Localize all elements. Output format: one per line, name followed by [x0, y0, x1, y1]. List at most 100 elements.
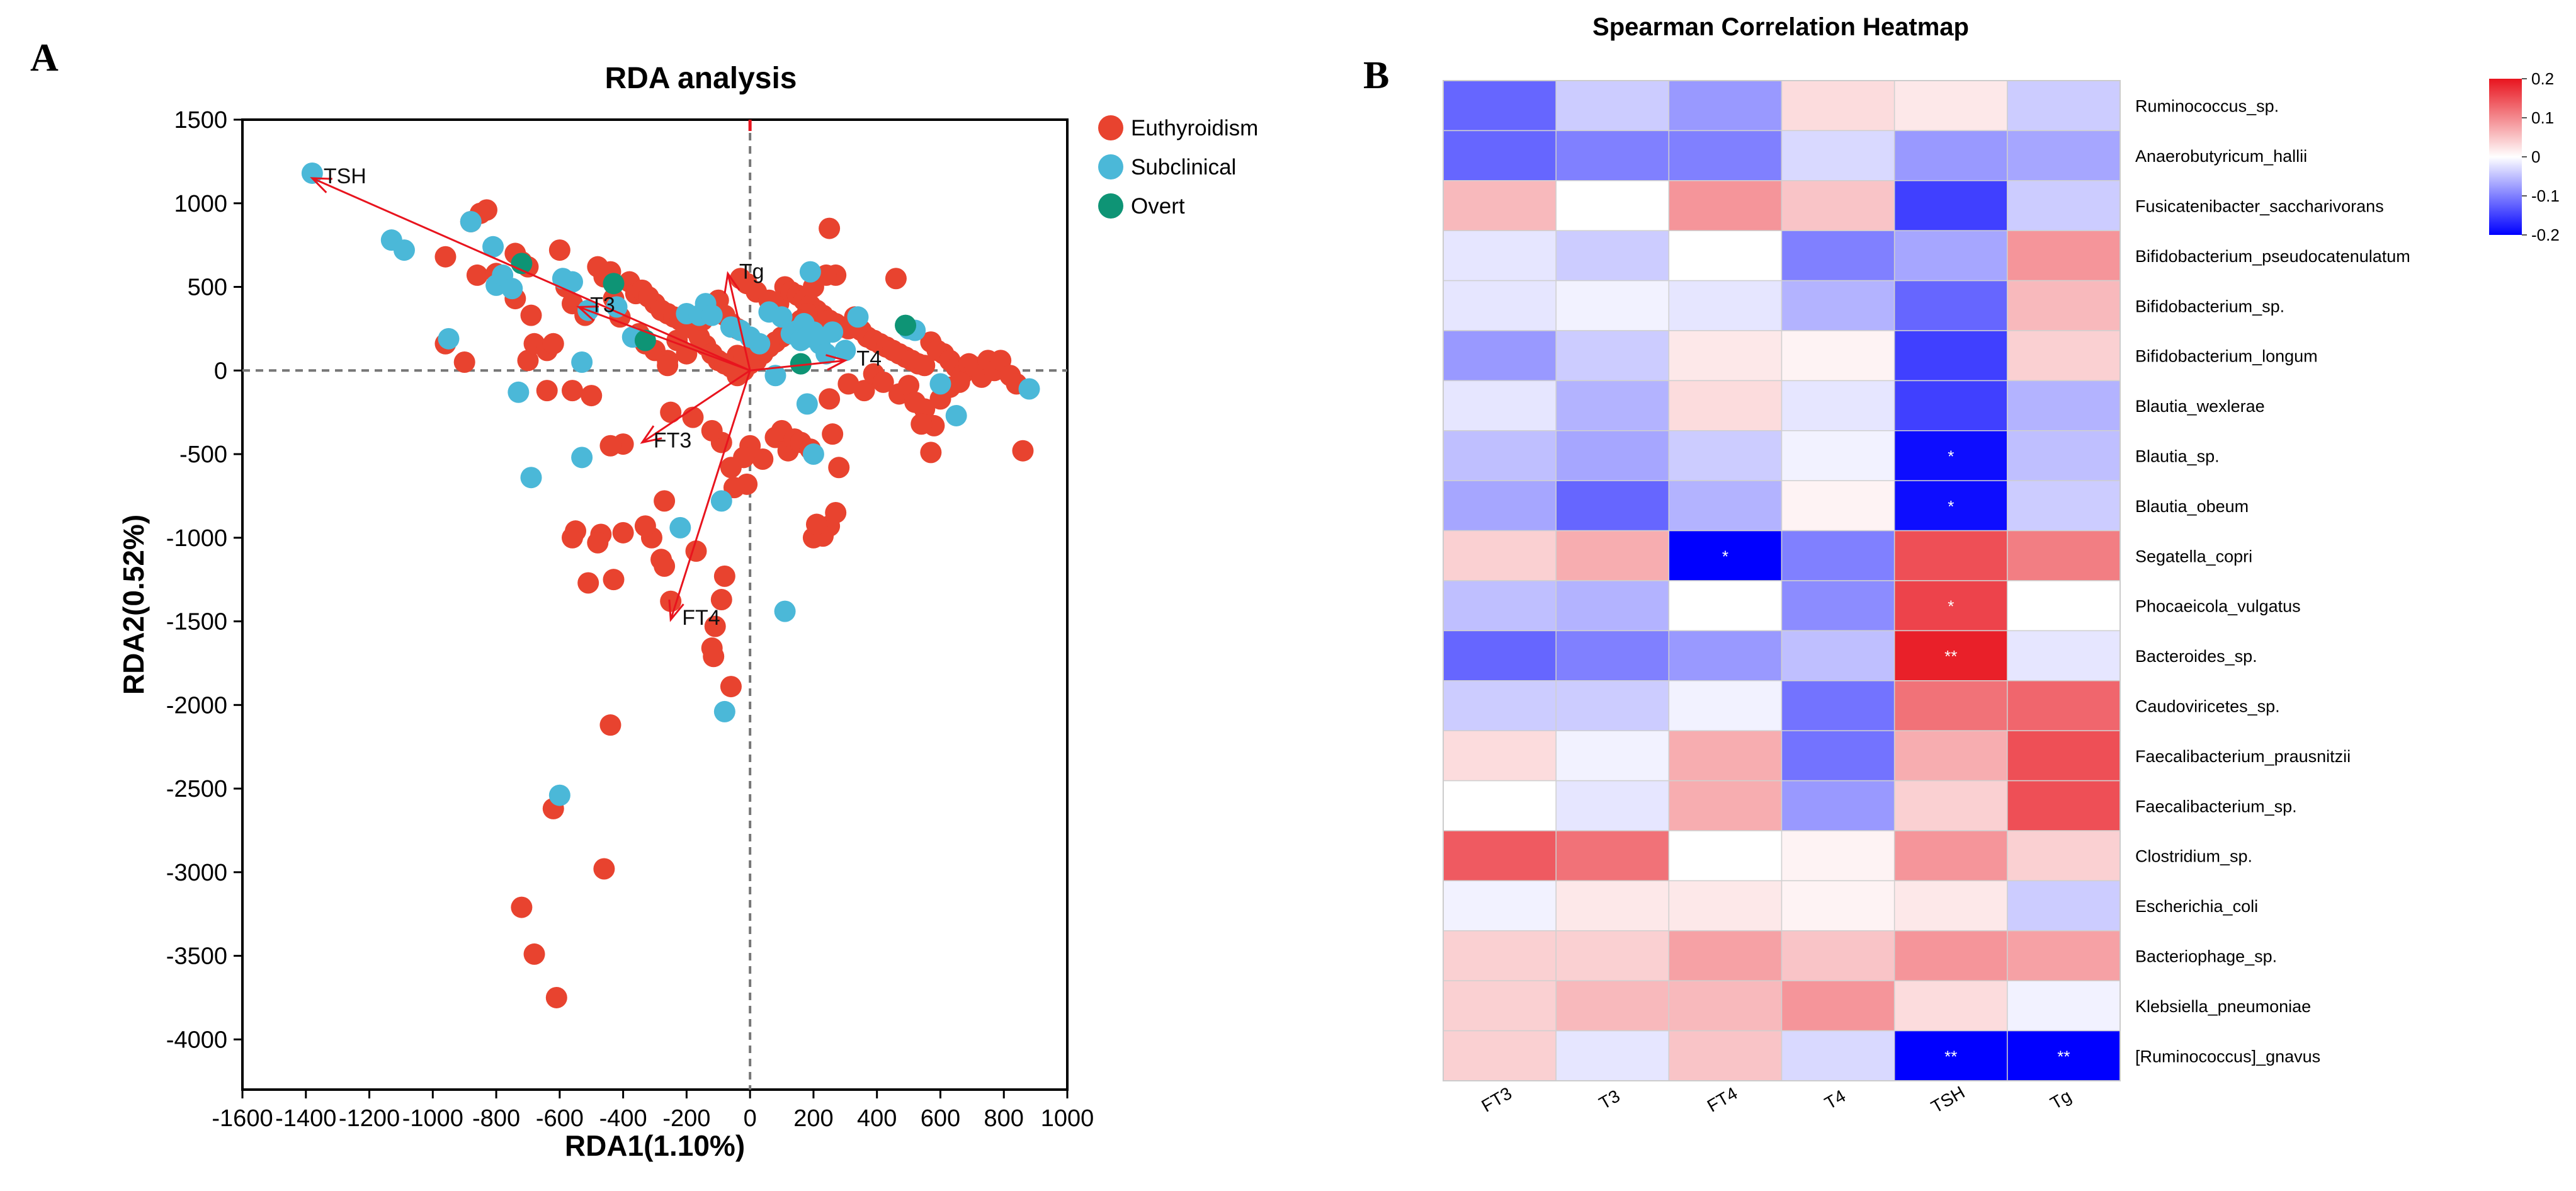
row-labels: Ruminococcus_sp. Anaerobutyricum_hallii Fu…: [2135, 97, 2410, 1066]
row-label: Caudoviricetes_sp.: [2135, 697, 2280, 716]
heatmap-cell: [2007, 730, 2121, 782]
heatmap-cell: [1781, 630, 1895, 681]
significance-star: *: [1948, 497, 1954, 516]
heatmap-cell: [1668, 180, 1783, 231]
point-subclinical: [749, 333, 771, 355]
heatmap-cell: [1555, 230, 1670, 282]
heatmap-cell: [1893, 580, 2008, 632]
point-euthyroidism: [562, 527, 583, 549]
panel-b-letter: B: [1363, 54, 1389, 97]
scatter-points: [301, 162, 1040, 1008]
point-euthyroidism: [733, 447, 755, 469]
point-euthyroidism: [511, 896, 533, 918]
heatmap-cell: [1443, 180, 1557, 231]
heatmap-cell: [1555, 1030, 1670, 1081]
point-overt: [634, 329, 656, 351]
heatmap-cell: [1781, 530, 1895, 581]
heatmap-cell: [1668, 830, 1783, 882]
x-tick-label: 200: [793, 1105, 833, 1132]
environment-arrows: TSH Tg T3 T4 FT3 FT4: [310, 164, 882, 630]
heatmap-panel: B Spearman Correlation Heatmap ******** *…: [1363, 13, 2560, 1117]
heatmap-cell: [2007, 180, 2121, 231]
heatmap-cell: [1781, 230, 1895, 282]
heatmap-cells: [1443, 80, 2121, 1081]
point-euthyroidism: [612, 521, 634, 544]
heatmap-cell: [1781, 180, 1895, 231]
point-subclinical: [713, 700, 735, 722]
column-label: T4: [1821, 1086, 1849, 1113]
point-euthyroidism: [898, 375, 920, 397]
heatmap-cell: [2007, 580, 2121, 632]
heatmap-cell: [2007, 830, 2121, 882]
x-tick-label: -1200: [339, 1105, 400, 1132]
x-tick-label: -200: [662, 1105, 710, 1132]
heatmap-cell: [1668, 680, 1783, 731]
heatmap-cell: [1443, 880, 1557, 932]
colorbar-ticks: 0.2 0.1 0 -0.1 -0.2: [2522, 69, 2560, 244]
point-euthyroidism: [701, 419, 723, 442]
x-axis-label: RDA1(1.10%): [565, 1129, 745, 1162]
heatmap-cell: [1893, 780, 2008, 831]
heatmap-cell: [1555, 780, 1670, 831]
y-tick-label: 0: [214, 358, 227, 384]
heatmap-cell: [1443, 280, 1557, 331]
point-euthyroidism: [825, 501, 847, 523]
heatmap-cell: [1781, 430, 1895, 481]
heatmap-title: Spearman Correlation Heatmap: [1592, 13, 1969, 41]
heatmap-cell: [1668, 780, 1783, 831]
legend-swatch-overt: [1098, 193, 1123, 219]
row-label: Anaerobutyricum_hallii: [2135, 147, 2307, 166]
arrow-label-t3: T3: [590, 293, 615, 317]
heatmap-cell: [1555, 530, 1670, 581]
column-labels: FT3 T3 FT4 T4 TSH Tg: [1478, 1082, 2075, 1117]
y-axis-ticks: 1500 1000 500 0 -500 -1000 -1500 -2000 -2500 -300…: [166, 107, 242, 1053]
point-subclinical: [834, 339, 856, 362]
row-label: Clostridium_sp.: [2135, 847, 2252, 866]
heatmap-cell: [2007, 280, 2121, 331]
heatmap-cell: [1893, 380, 2008, 431]
heatmap-cell: [1668, 1030, 1783, 1081]
point-euthyroidism: [587, 532, 609, 554]
colorbar-tick-label: -0.2: [2531, 225, 2560, 244]
y-tick-label: 1500: [174, 107, 227, 134]
significance-star: *: [1722, 547, 1728, 566]
point-euthyroidism: [685, 540, 707, 562]
x-tick-label: 1000: [1041, 1105, 1094, 1132]
heatmap-cell: [1893, 530, 2008, 581]
y-tick-label: -1000: [166, 525, 227, 552]
significance-star: **: [2057, 1047, 2070, 1066]
point-subclinical: [815, 343, 837, 365]
point-subclinical: [822, 321, 844, 343]
heatmap-cell: [2007, 780, 2121, 831]
heatmap-cell: [2007, 480, 2121, 532]
point-subclinical: [482, 236, 504, 258]
heatmap-cell: [1555, 830, 1670, 882]
point-euthyroidism: [634, 515, 656, 537]
point-subclinical: [571, 351, 593, 373]
point-subclinical: [710, 490, 732, 512]
point-euthyroidism: [720, 676, 742, 698]
heatmap-cell: [1893, 280, 2008, 331]
y-tick-label: -500: [179, 442, 227, 468]
heatmap-cell: [1893, 480, 2008, 532]
arrowhead-t3: [576, 305, 599, 321]
arrow-tg: [727, 273, 751, 371]
heatmap-cell: [1893, 980, 2008, 1032]
heatmap-cell: [1443, 580, 1557, 632]
point-euthyroidism: [914, 355, 936, 377]
point-subclinical: [571, 447, 593, 469]
x-tick-label: -1000: [402, 1105, 463, 1132]
rda-legend: Euthyroidism Subclinical Overt: [1098, 115, 1258, 219]
heatmap-cell: [2007, 330, 2121, 382]
arrowhead-ft3: [640, 425, 662, 444]
legend-label-euthyroidism: Euthyroidism: [1131, 116, 1258, 140]
point-euthyroidism: [822, 423, 844, 445]
row-label: Bifidobacterium_longum: [2135, 347, 2318, 366]
significance-star: *: [1948, 447, 1954, 466]
heatmap-cell: [1893, 130, 2008, 181]
y-tick-label: 500: [188, 275, 227, 301]
y-axis-label: RDA2(0.52%): [117, 515, 150, 695]
arrowhead-ft4: [668, 599, 684, 622]
row-label: Blautia_wexlerae: [2135, 397, 2265, 416]
arrowhead-t4: [826, 354, 848, 371]
